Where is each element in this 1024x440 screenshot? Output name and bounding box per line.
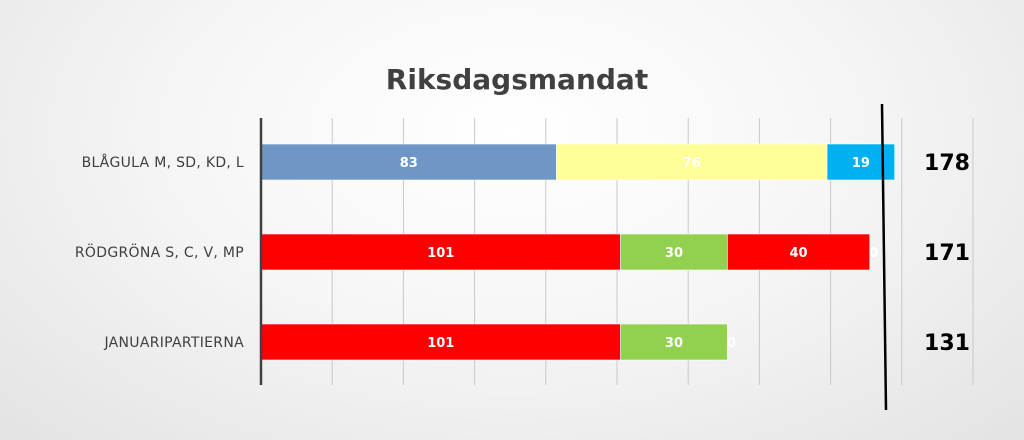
bar-segment bbox=[260, 323, 621, 361]
data-label: 83 bbox=[400, 156, 418, 171]
total-label: 178 bbox=[924, 151, 970, 176]
category-label: RÖDGRÖNA S, C, V, MP bbox=[75, 243, 244, 261]
data-label: 76 bbox=[683, 156, 701, 171]
data-label: 19 bbox=[852, 156, 870, 171]
bar-segment bbox=[727, 233, 871, 271]
labels: BLÅGULA M, SD, KD, L 83 76 19 178 RÖDGRÖNA S,… bbox=[75, 151, 970, 356]
data-label: 30 bbox=[665, 336, 683, 351]
data-label: 0 bbox=[727, 336, 736, 351]
bar-segment bbox=[260, 233, 621, 271]
bar-segment bbox=[556, 143, 828, 181]
bar-segment bbox=[620, 323, 728, 361]
category-label: JANUARIPARTIERNA bbox=[103, 335, 244, 351]
majority-line bbox=[880, 103, 888, 411]
data-label: 40 bbox=[790, 246, 808, 261]
bar-segment bbox=[620, 233, 728, 271]
data-label: 101 bbox=[427, 246, 454, 261]
total-label: 131 bbox=[924, 331, 970, 356]
data-label: 0 bbox=[869, 246, 878, 261]
chart-title: Riksdagsmandat bbox=[386, 63, 648, 96]
data-label: 30 bbox=[665, 246, 683, 261]
bars bbox=[260, 143, 895, 361]
category-label: BLÅGULA M, SD, KD, L bbox=[82, 154, 244, 171]
total-label: 171 bbox=[924, 241, 970, 266]
data-label: 101 bbox=[427, 336, 454, 351]
